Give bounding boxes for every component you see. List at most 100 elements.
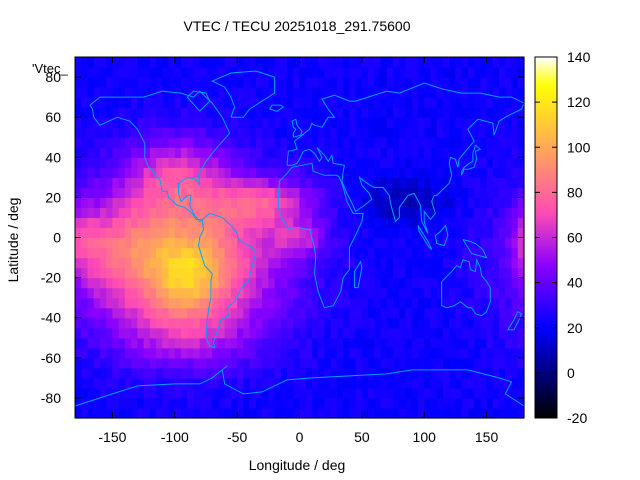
heatmap-cell	[505, 267, 513, 279]
heatmap-cell	[75, 357, 82, 369]
heatmap-cell	[137, 327, 145, 339]
heatmap-cell	[99, 377, 107, 389]
heatmap-cell	[218, 217, 226, 229]
heatmap-cell	[274, 317, 282, 329]
heatmap-cell	[187, 407, 195, 419]
heatmap-cell	[436, 87, 444, 98]
heatmap-cell	[243, 177, 251, 188]
heatmap-cell	[262, 167, 269, 178]
heatmap-cell	[411, 167, 419, 178]
heatmap-cell	[393, 227, 400, 239]
heatmap-cell	[262, 337, 269, 349]
heatmap-cell	[393, 307, 400, 319]
heatmap-cell	[131, 247, 138, 259]
heatmap-cell	[124, 67, 132, 78]
heatmap-cell	[449, 117, 457, 128]
heatmap-cell	[168, 297, 176, 309]
heatmap-cell	[411, 397, 419, 409]
heatmap-cell	[380, 377, 388, 389]
heatmap-cell	[118, 97, 126, 108]
heatmap-cell	[168, 317, 176, 329]
heatmap-cell	[480, 77, 488, 88]
heatmap-cell	[405, 287, 413, 299]
heatmap-cell	[442, 67, 450, 78]
heatmap-cell	[81, 127, 89, 138]
heatmap-cell	[237, 247, 244, 259]
heatmap-cell	[237, 267, 244, 279]
heatmap-cell	[131, 387, 138, 399]
heatmap-cell	[474, 367, 481, 379]
heatmap-cell	[262, 257, 269, 269]
heatmap-cell	[517, 147, 525, 158]
heatmap-cell	[399, 297, 407, 309]
heatmap-cell	[280, 407, 288, 419]
heatmap-cell	[255, 277, 263, 289]
heatmap-cell	[436, 287, 444, 299]
heatmap-cell	[436, 97, 444, 108]
heatmap-cell	[212, 307, 220, 319]
heatmap-cell	[287, 167, 294, 178]
heatmap-cell	[480, 267, 488, 279]
heatmap-cell	[436, 57, 444, 68]
heatmap-cell	[255, 357, 263, 369]
heatmap-cell	[93, 377, 101, 389]
heatmap-cell	[218, 197, 226, 209]
heatmap-cell	[417, 77, 425, 88]
heatmap-cell	[405, 127, 413, 138]
y-tick-label: -60	[41, 350, 61, 366]
heatmap-cell	[499, 297, 506, 309]
heatmap-cell	[93, 407, 101, 419]
heatmap-cell	[106, 177, 114, 188]
heatmap-cell	[237, 357, 244, 369]
heatmap-cell	[149, 97, 157, 108]
heatmap-cell	[293, 217, 301, 229]
heatmap-cell	[137, 377, 145, 389]
heatmap-cell	[417, 377, 425, 389]
heatmap-cell	[361, 357, 369, 369]
heatmap-cell	[505, 407, 513, 419]
heatmap-cell	[380, 67, 388, 78]
heatmap-cell	[343, 107, 350, 118]
heatmap-cell	[399, 177, 407, 188]
heatmap-cell	[293, 107, 301, 118]
heatmap-cell	[361, 177, 369, 188]
heatmap-cell	[268, 97, 276, 108]
heatmap-cell	[287, 297, 294, 309]
heatmap-cell	[361, 217, 369, 229]
heatmap-cell	[467, 277, 475, 289]
heatmap-cell	[99, 157, 107, 168]
heatmap-cell	[374, 107, 382, 118]
heatmap-cell	[93, 87, 101, 98]
heatmap-cell	[467, 287, 475, 299]
heatmap-cell	[75, 267, 82, 279]
heatmap-cell	[243, 347, 251, 359]
heatmap-cell	[274, 237, 282, 249]
heatmap-cell	[318, 227, 326, 239]
heatmap-cell	[436, 337, 444, 349]
heatmap-cell	[486, 77, 494, 88]
heatmap-cell	[287, 377, 294, 389]
heatmap-cell	[131, 287, 138, 299]
heatmap-cell	[361, 57, 369, 68]
heatmap-cell	[442, 357, 450, 369]
heatmap-cell	[511, 197, 519, 209]
heatmap-cell	[287, 317, 294, 329]
heatmap-cell	[93, 297, 101, 309]
heatmap-cell	[393, 337, 400, 349]
heatmap-cell	[386, 287, 394, 299]
heatmap-cell	[467, 167, 475, 178]
heatmap-cell	[187, 127, 195, 138]
heatmap-cell	[336, 377, 344, 389]
heatmap-cell	[417, 247, 425, 259]
heatmap-cell	[243, 77, 251, 88]
heatmap-cell	[405, 167, 413, 178]
heatmap-cell	[430, 197, 438, 209]
colorbar-tick-label: 100	[567, 139, 591, 155]
heatmap-cell	[405, 57, 413, 68]
heatmap-cell	[374, 147, 382, 158]
heatmap-cell	[118, 137, 126, 148]
heatmap-cell	[168, 347, 176, 359]
heatmap-cell	[230, 217, 238, 229]
heatmap-cell	[393, 387, 400, 399]
heatmap-cell	[181, 317, 188, 329]
